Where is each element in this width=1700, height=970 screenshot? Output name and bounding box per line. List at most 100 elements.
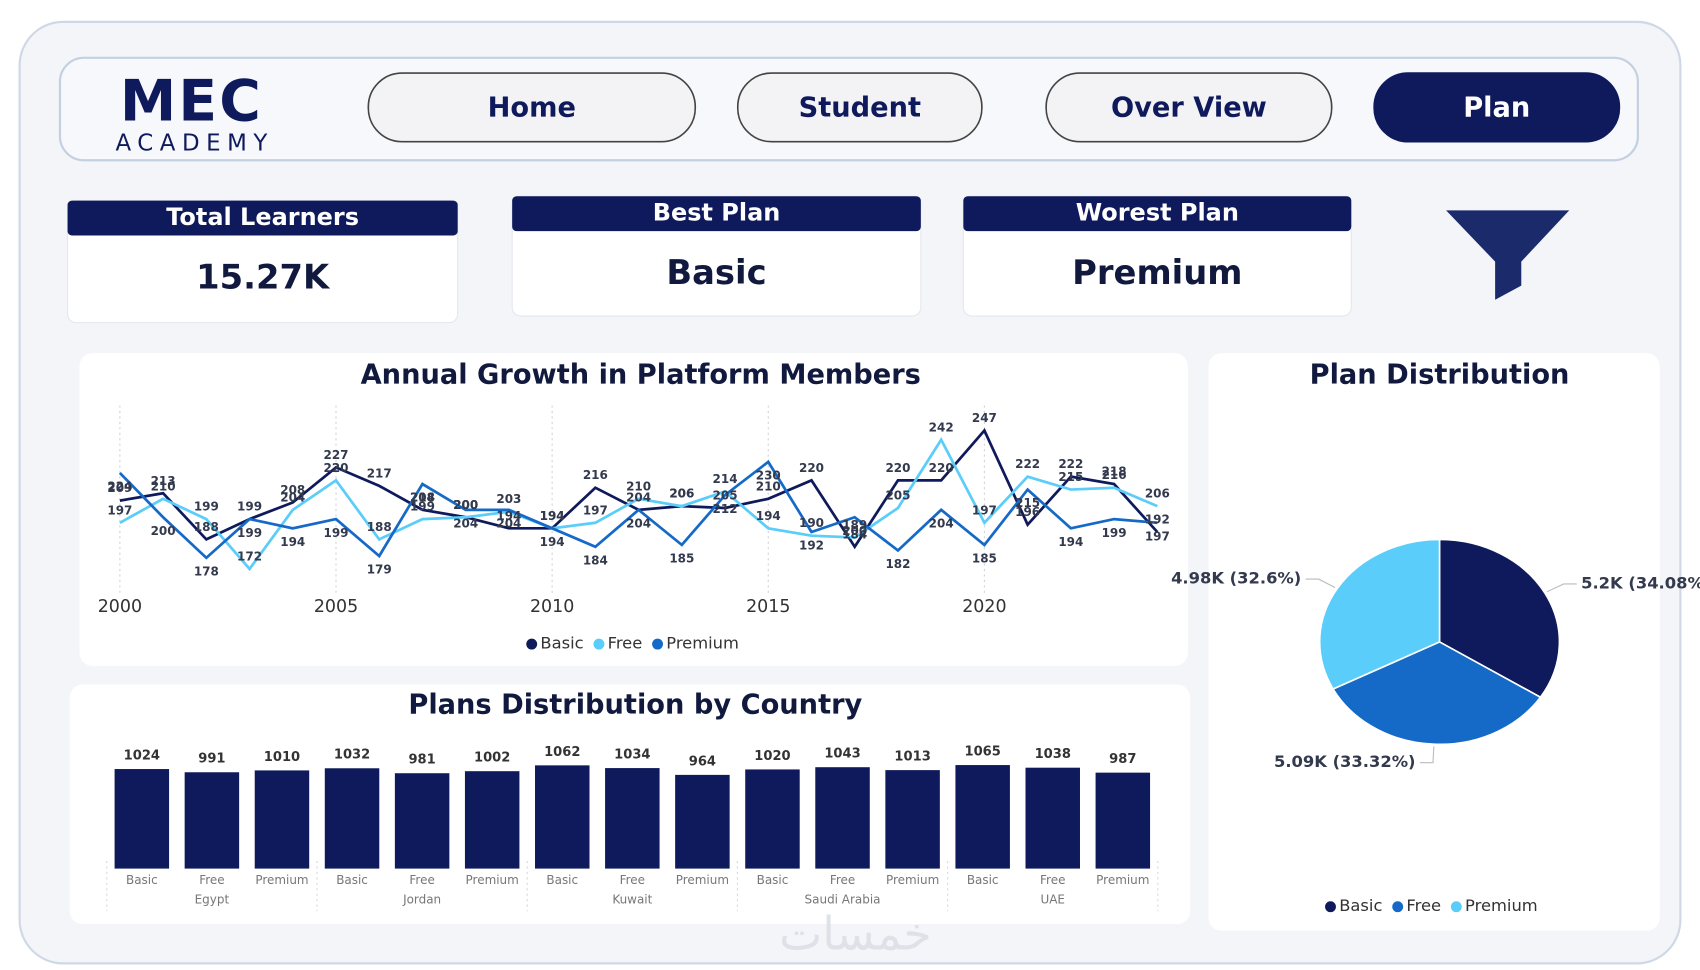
- x-tick-label: Basic: [126, 873, 158, 887]
- data-label: 247: [972, 411, 997, 425]
- data-label: 1038: [1035, 747, 1071, 762]
- data-label: 220: [324, 461, 349, 475]
- data-label: 194: [540, 535, 565, 549]
- data-label: 199: [410, 500, 435, 514]
- data-label: 204: [626, 517, 651, 531]
- kpi-value: Premium: [1072, 253, 1242, 292]
- x-tick-label: Premium: [1096, 873, 1149, 887]
- data-label: 4.98K (32.6%): [1171, 569, 1301, 588]
- data-label: 204: [453, 517, 478, 531]
- nav-label[interactable]: Student: [799, 93, 921, 124]
- data-label: 197: [972, 503, 997, 517]
- kpi-title: Worest Plan: [1076, 199, 1239, 227]
- nav-button[interactable]: [736, 72, 983, 143]
- data-label: 1043: [824, 747, 860, 762]
- data-label: 200: [453, 498, 478, 512]
- data-label: 964: [689, 754, 716, 769]
- data-label: 199: [237, 526, 262, 540]
- data-label: 1062: [544, 745, 580, 760]
- data-label: 200: [453, 498, 478, 512]
- legend-marker: [526, 638, 538, 650]
- data-label: 184: [583, 553, 608, 567]
- data-label: 188: [194, 520, 219, 534]
- bar: [254, 770, 310, 869]
- nav-button[interactable]: [1373, 72, 1621, 143]
- nav-label[interactable]: Over View: [1111, 93, 1267, 124]
- data-label: 197: [107, 503, 132, 517]
- data-label: 218: [1102, 465, 1127, 479]
- bar: [114, 769, 170, 869]
- bar: [675, 774, 730, 869]
- data-label: 206: [669, 487, 694, 501]
- bar: [184, 772, 240, 869]
- data-label: 197: [1145, 529, 1170, 543]
- legend-label: Free: [608, 634, 643, 653]
- nav-button[interactable]: [1045, 72, 1333, 143]
- x-tick-label: Free: [199, 873, 224, 887]
- leader-line: [1305, 578, 1336, 589]
- legend-label: Premium: [1465, 896, 1538, 915]
- data-label: 200: [151, 524, 176, 538]
- data-label: 1032: [334, 748, 370, 763]
- data-label: 185: [972, 552, 997, 566]
- x-tick-label: Free: [830, 873, 855, 887]
- legend-marker: [1325, 901, 1336, 913]
- data-label: 203: [496, 492, 521, 506]
- x-tick-label: 2005: [314, 597, 358, 617]
- kpi-header: [67, 200, 458, 236]
- bar: [324, 768, 380, 869]
- data-label: 199: [324, 526, 349, 540]
- x-tick-label: 2000: [98, 597, 142, 617]
- chart-title: Plans Distribution by Country: [408, 690, 862, 721]
- data-label: 204: [929, 517, 954, 531]
- group-label: Saudi Arabia: [805, 893, 881, 907]
- leader-line: [1546, 583, 1577, 593]
- data-label: 210: [151, 479, 176, 493]
- data-label: 222: [1058, 457, 1083, 471]
- data-label: 205: [713, 489, 738, 503]
- legend-marker: [593, 638, 605, 650]
- chart-title: Annual Growth in Platform Members: [361, 360, 921, 391]
- data-label: 194: [540, 509, 565, 523]
- x-tick-label: 2020: [962, 597, 1006, 617]
- data-label: 210: [756, 479, 781, 493]
- data-label: 242: [929, 420, 954, 434]
- nav-button[interactable]: [367, 72, 697, 143]
- data-label: 1065: [964, 744, 1000, 759]
- line-card: [79, 353, 1188, 666]
- data-label: 204: [280, 490, 305, 504]
- x-tick-label: Free: [620, 873, 645, 887]
- bar: [815, 767, 870, 869]
- kpi-header: [512, 196, 921, 232]
- data-label: 5.2K (34.08%): [1581, 573, 1700, 592]
- x-tick-label: Premium: [676, 873, 729, 887]
- bar: [535, 765, 590, 869]
- filter-icon[interactable]: [1446, 210, 1570, 300]
- data-label: 230: [756, 469, 781, 483]
- kpi-value: Basic: [666, 253, 766, 292]
- logo-tagline: ACADEMY: [116, 130, 274, 156]
- data-label: 199: [1102, 526, 1127, 540]
- bar: [464, 771, 520, 869]
- data-label: 179: [367, 563, 392, 577]
- data-label: 208: [280, 483, 305, 497]
- data-label: 182: [885, 557, 910, 571]
- kpi-value: 15.27K: [196, 258, 331, 297]
- line-series: [118, 459, 1158, 560]
- nav-label[interactable]: Plan: [1463, 93, 1530, 124]
- pie-slice: [1331, 641, 1542, 746]
- watermark: خمسات: [779, 908, 932, 961]
- nav-label[interactable]: Home: [488, 93, 576, 124]
- x-tick-label: Basic: [336, 873, 368, 887]
- data-label: 220: [929, 461, 954, 475]
- data-label: 172: [237, 549, 262, 563]
- data-label: 222: [1015, 457, 1040, 471]
- bar: [394, 773, 450, 869]
- group-label: Kuwait: [612, 893, 652, 907]
- data-label: 194: [756, 509, 781, 523]
- x-tick-label: 2010: [530, 597, 574, 617]
- data-label: 987: [1109, 752, 1136, 767]
- group-label: Egypt: [195, 893, 230, 907]
- data-label: 213: [151, 474, 176, 488]
- legend-marker: [1392, 901, 1404, 913]
